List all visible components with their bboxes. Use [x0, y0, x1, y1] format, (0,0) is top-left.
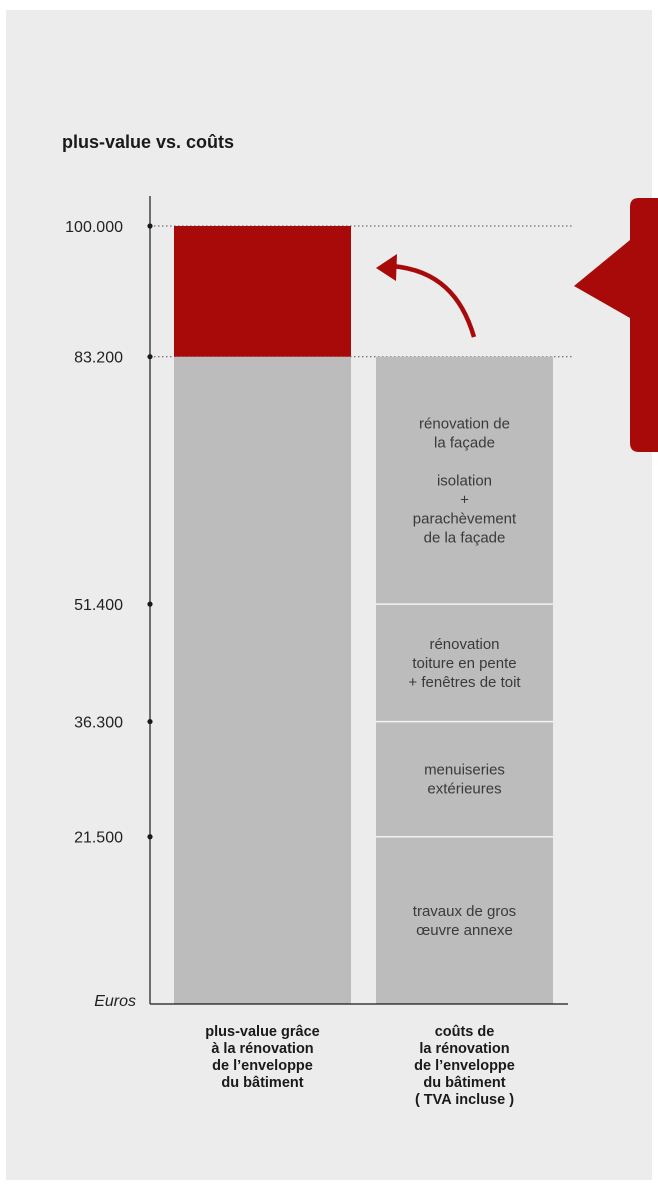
y-tick-dot-3 [147, 718, 153, 725]
y-tick-label-0: 100.000 [65, 219, 123, 236]
callout-shape [574, 198, 658, 452]
x-tick-label-plus-value: plus-value grâce à la rénovation de l’en… [205, 1024, 320, 1091]
bar-1-segment-2 [376, 604, 553, 722]
bar-1-segment-0 [376, 836, 553, 1004]
y-tick-label-2: 51.400 [74, 597, 123, 614]
bar-1-segment-3 [376, 356, 553, 605]
y-axis-label: Euros [94, 993, 136, 1010]
bar-1-segment-1 [376, 721, 553, 837]
bar-1-segment-2-label: rénovation toiture en pente + fenêtres de … [408, 636, 521, 691]
x-tick-label-couts: coûts de la rénovation de l’enveloppe du… [414, 1024, 515, 1108]
chart-title: plus-value vs. coûts [62, 132, 235, 152]
bar-0-segment-1 [174, 226, 351, 357]
bar-1-segment-0-label: travaux de gros œuvre annexe [413, 903, 516, 939]
bar-1-segment-3-label: rénovation de la façade isolation + parachèv… [413, 415, 517, 546]
y-tick-dot-2 [147, 601, 153, 607]
curved-arrow-head [376, 254, 397, 281]
y-tick-dot-4 [147, 834, 153, 840]
curved-arrow [391, 263, 477, 338]
y-tick-label-4: 21.500 [74, 830, 123, 847]
y-tick-dot-1 [147, 354, 153, 360]
y-tick-label-1: 83.200 [74, 350, 123, 367]
bar-1-segment-1-label: menuiseries extérieures [424, 762, 505, 798]
y-tick-dot-0 [147, 223, 153, 229]
bar-0-segment-0 [174, 356, 351, 1005]
y-tick-label-3: 36.300 [74, 715, 123, 732]
